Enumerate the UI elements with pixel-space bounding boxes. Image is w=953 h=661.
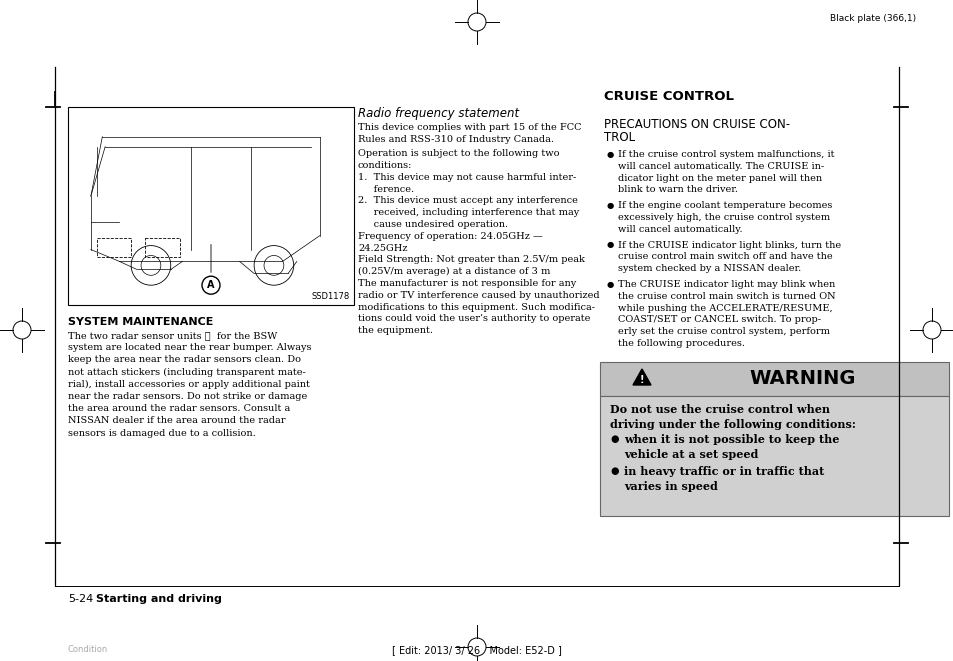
- Text: Starting and driving: Starting and driving: [96, 594, 222, 604]
- Text: when it is not possible to keep the
vehicle at a set speed: when it is not possible to keep the vehi…: [623, 434, 839, 459]
- Text: ●: ●: [609, 434, 618, 444]
- Text: If the cruise control system malfunctions, it
will cancel automatically. The CRU: If the cruise control system malfunction…: [618, 150, 834, 194]
- Text: Radio frequency statement: Radio frequency statement: [357, 107, 518, 120]
- Text: ●: ●: [609, 466, 618, 476]
- Text: 2.  This device must accept any interference
     received, including interferen: 2. This device must accept any interfere…: [357, 196, 578, 229]
- Text: TROL: TROL: [603, 131, 635, 144]
- Text: [ Edit: 2013/ 3/ 26   Model: E52-D ]: [ Edit: 2013/ 3/ 26 Model: E52-D ]: [392, 645, 561, 655]
- Polygon shape: [633, 369, 650, 385]
- Text: If the engine coolant temperature becomes
excessively high, the cruise control s: If the engine coolant temperature become…: [618, 201, 832, 233]
- Text: ●: ●: [606, 280, 614, 289]
- Bar: [68, 107, 354, 305]
- Text: Do not use the cruise control when
driving under the following conditions:: Do not use the cruise control when drivi…: [609, 404, 855, 430]
- Text: 5-24: 5-24: [68, 594, 93, 604]
- Text: CRUISE CONTROL: CRUISE CONTROL: [603, 90, 733, 103]
- Text: Condition: Condition: [68, 645, 108, 654]
- Text: in heavy traffic or in traffic that
varies in speed: in heavy traffic or in traffic that vari…: [623, 466, 823, 492]
- Text: PRECAUTIONS ON CRUISE CON-: PRECAUTIONS ON CRUISE CON-: [603, 118, 789, 131]
- Text: The manufacturer is not responsible for any
radio or TV interference caused by u: The manufacturer is not responsible for …: [357, 279, 599, 335]
- Text: The two radar sensor units Ⓐ  for the BSW
system are located near the rear bumpe: The two radar sensor units Ⓐ for the BSW…: [68, 331, 312, 438]
- Text: 1.  This device may not cause harmful inter-
     ference.: 1. This device may not cause harmful int…: [357, 173, 576, 194]
- Text: WARNING: WARNING: [748, 369, 855, 389]
- Text: If the CRUISE indicator light blinks, turn the
cruise control main switch off an: If the CRUISE indicator light blinks, tu…: [618, 241, 841, 273]
- Text: Operation is subject to the following two
conditions:: Operation is subject to the following tw…: [357, 149, 558, 170]
- Bar: [599, 362, 948, 396]
- Text: The CRUISE indicator light may blink when
the cruise control main switch is turn: The CRUISE indicator light may blink whe…: [618, 280, 835, 348]
- Text: ●: ●: [606, 150, 614, 159]
- Bar: [145, 238, 179, 258]
- Text: This device complies with part 15 of the FCC
Rules and RSS-310 of Industry Canad: This device complies with part 15 of the…: [357, 123, 581, 144]
- Text: A: A: [207, 280, 214, 290]
- Text: Black plate (366,1): Black plate (366,1): [829, 14, 915, 23]
- Text: ●: ●: [606, 201, 614, 210]
- Text: Frequency of operation: 24.05GHz —
24.25GHz: Frequency of operation: 24.05GHz — 24.25…: [357, 232, 542, 253]
- Text: ●: ●: [606, 241, 614, 249]
- Text: !: !: [639, 375, 643, 385]
- Text: SYSTEM MAINTENANCE: SYSTEM MAINTENANCE: [68, 317, 213, 327]
- Text: SSD1178: SSD1178: [312, 292, 350, 301]
- Text: Field Strength: Not greater than 2.5V/m peak
(0.25V/m average) at a distance of : Field Strength: Not greater than 2.5V/m …: [357, 255, 584, 276]
- Bar: [96, 238, 131, 258]
- Bar: [599, 396, 948, 516]
